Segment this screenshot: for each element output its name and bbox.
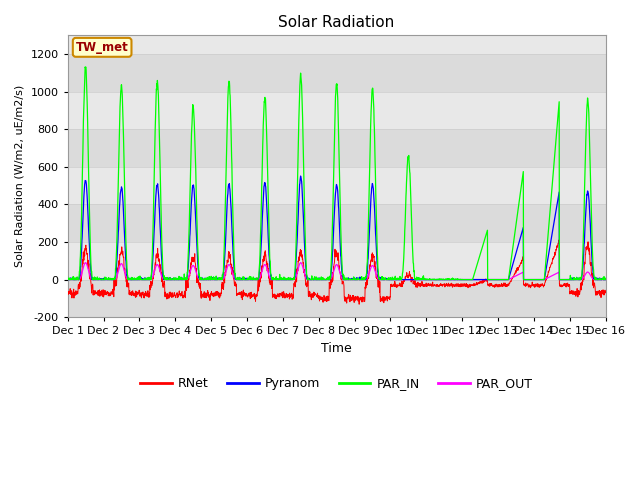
Bar [68, 279, 605, 317]
Bar [68, 204, 605, 242]
Y-axis label: Solar Radiation (W/m2, uE/m2/s): Solar Radiation (W/m2, uE/m2/s) [15, 85, 25, 267]
Bar [68, 54, 605, 92]
Bar [68, 129, 605, 167]
Title: Solar Radiation: Solar Radiation [278, 15, 395, 30]
Legend: RNet, Pyranom, PAR_IN, PAR_OUT: RNet, Pyranom, PAR_IN, PAR_OUT [135, 372, 538, 396]
X-axis label: Time: Time [321, 342, 352, 355]
Text: TW_met: TW_met [76, 41, 129, 54]
